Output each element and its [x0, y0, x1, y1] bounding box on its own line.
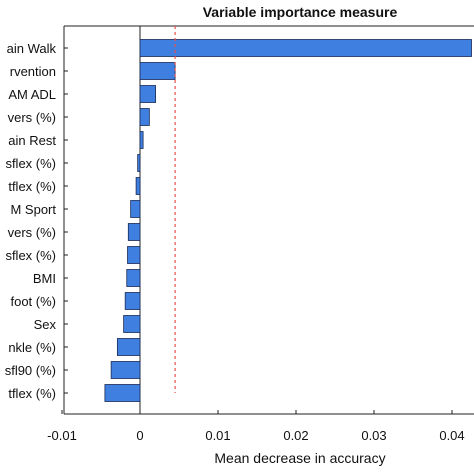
y-tick-label-0: ain Walk: [7, 41, 57, 56]
y-tick-label-6: tflex (%): [8, 179, 56, 194]
bar-11: [124, 292, 141, 310]
y-tick-label-10: BMI: [33, 271, 56, 286]
chart-title: Variable importance measure: [203, 4, 398, 20]
bar-14: [110, 361, 141, 379]
y-tick-label-5: sflex (%): [5, 156, 56, 171]
x-tick-label-4: 0.03: [361, 428, 386, 443]
y-tick-label-3: vers (%): [8, 110, 56, 125]
x-tick-label-2: 0.01: [205, 428, 230, 443]
bar-8: [127, 223, 141, 241]
x-tick-label-3: 0.02: [283, 428, 308, 443]
y-tick-label-9: sflex (%): [5, 248, 56, 263]
bar-15: [104, 384, 141, 402]
x-tick-label-1: 0: [136, 428, 143, 443]
y-tick-label-11: foot (%): [10, 294, 56, 309]
y-tick-label-15: tflex (%): [8, 386, 56, 401]
y-tick-labels: ain Walk rvention AM ADL vers (%) ain Rest sf…: [5, 41, 68, 401]
bar-4: [139, 131, 144, 149]
bar-13: [116, 338, 141, 356]
y-tick-label-1: rvention: [10, 64, 56, 79]
bar-5: [137, 154, 141, 172]
y-tick-label-14: sfl90 (%): [5, 363, 56, 378]
y-tick-label-12: Sex: [34, 317, 57, 332]
bar-7: [130, 200, 141, 218]
bar-0: [139, 39, 472, 57]
bar-2: [139, 85, 156, 103]
x-tick-label-5: 0.04: [439, 428, 464, 443]
bars-group: [104, 39, 472, 402]
bar-12: [123, 315, 141, 333]
y-tick-label-7: M Sport: [10, 202, 56, 217]
bar-3: [139, 108, 150, 126]
bar-10: [126, 269, 141, 287]
bar-6: [135, 177, 141, 195]
y-tick-label-13: nkle (%): [8, 340, 56, 355]
y-tick-label-8: vers (%): [8, 225, 56, 240]
y-tick-label-2: AM ADL: [8, 87, 56, 102]
bar-9: [127, 246, 141, 264]
x-ticks-group: -0.01 0 0.01 0.02 0.03 0.04: [47, 410, 465, 443]
y-tick-label-4: ain Rest: [8, 133, 56, 148]
x-axis-label: Mean decrease in accuracy: [214, 450, 385, 466]
x-tick-label-0: -0.01: [47, 428, 77, 443]
bar-1: [139, 62, 176, 80]
